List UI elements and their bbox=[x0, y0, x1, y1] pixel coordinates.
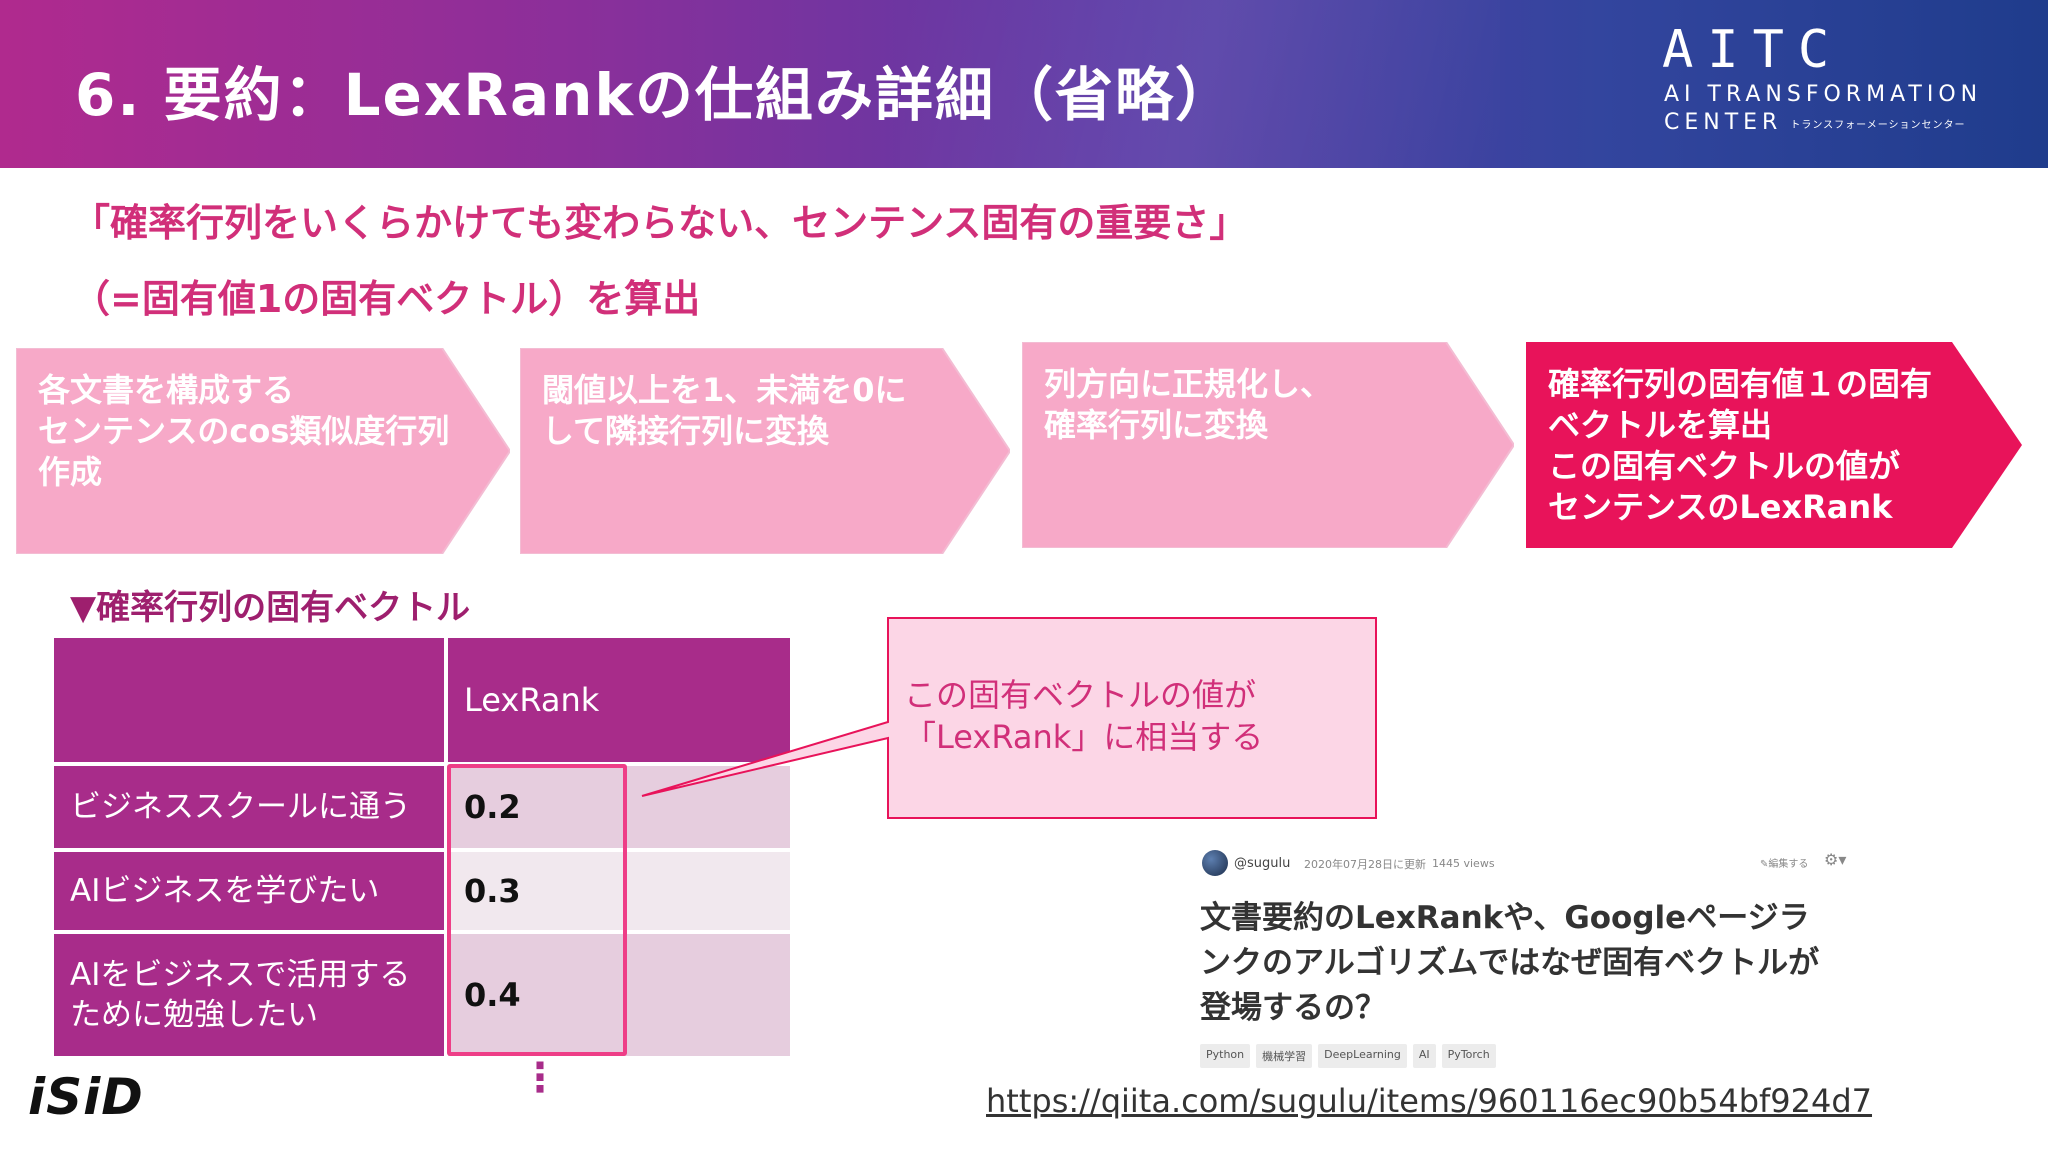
table-row-label: ビジネススクールに通う bbox=[54, 766, 444, 848]
article-url-link[interactable]: https://qiita.com/sugulu/items/960116ec9… bbox=[986, 1082, 1873, 1120]
table-header-lexrank: LexRank bbox=[448, 638, 790, 762]
edit-link[interactable]: ✎編集する bbox=[1760, 859, 1809, 870]
lexrank-highlight-box bbox=[447, 764, 627, 1056]
aitc-logo: AITC bbox=[1662, 20, 1844, 80]
process-step-text: 列方向に正規化し、 確率行列に変換 bbox=[1044, 365, 1333, 444]
article-tags: Python 機械学習 DeepLearning AI PyTorch bbox=[1200, 1044, 1496, 1068]
callout-line-1: この固有ベクトルの値が bbox=[904, 676, 1257, 714]
tag-python[interactable]: Python bbox=[1200, 1044, 1251, 1068]
headline-line-2: （=固有値1の固有ベクトル）を算出 bbox=[72, 277, 701, 321]
slide-header: 6. 要約：LexRankの仕組み詳細（省略） AITC AI TRANSFOR… bbox=[0, 0, 2048, 168]
process-step-4: 確率行列の固有値１の固有 ベクトルを算出 この固有ベクトルの値が センテンスのLexR… bbox=[1526, 342, 2022, 548]
gear-icon[interactable]: ⚙▾ bbox=[1824, 850, 1847, 869]
tag-ai[interactable]: AI bbox=[1412, 1044, 1436, 1068]
step-arrow-shape bbox=[1022, 342, 1514, 548]
table-header-empty bbox=[54, 638, 444, 762]
table-row-label: AIをビジネスで活用するために勉強したい bbox=[54, 934, 444, 1056]
aitc-logo-center: CENTER bbox=[1664, 110, 1783, 135]
tag-machine-learning[interactable]: 機械学習 bbox=[1256, 1044, 1313, 1068]
step-arrow-shape bbox=[520, 348, 1010, 554]
process-step-2: 閾値以上を1、未満を0に して隣接行列に変換 bbox=[520, 348, 1010, 554]
aitc-logo-subtitle-1: AI TRANSFORMATION bbox=[1664, 82, 1983, 107]
article-views: 1445 views bbox=[1432, 857, 1495, 870]
aitc-logo-subtitle-2: CENTER トランスフォーメーションセンター bbox=[1664, 110, 1966, 135]
table-row-value: 0.4 bbox=[448, 934, 790, 1056]
table-title: ▼確率行列の固有ベクトル bbox=[70, 588, 471, 628]
aitc-logo-small: トランスフォーメーションセンター bbox=[1790, 119, 1966, 131]
user-avatar bbox=[1202, 850, 1228, 876]
article-title[interactable]: 文書要約のLexRankや、Googleページランクのアルゴリズムではなぜ固有ベ… bbox=[1200, 900, 1820, 1026]
header-shine bbox=[900, 0, 1500, 168]
more-rows-indicator: ⋮ bbox=[520, 1055, 560, 1101]
isid-logo: iSiD bbox=[28, 1068, 144, 1126]
article-author[interactable]: @sugulu bbox=[1234, 856, 1291, 871]
slide-title: 6. 要約：LexRankの仕組み詳細（省略） bbox=[75, 61, 1235, 129]
table-row-value: 0.3 bbox=[448, 852, 790, 930]
tag-pytorch[interactable]: PyTorch bbox=[1441, 1044, 1496, 1068]
callout-line-2: 「LexRank」に相当する bbox=[904, 718, 1264, 756]
process-step-text: 各文書を構成する センテンスのcos類似度行列 作成 bbox=[38, 371, 450, 491]
article-date: 2020年07月28日に更新 bbox=[1304, 858, 1426, 871]
process-step-1: 各文書を構成する センテンスのcos類似度行列 作成 bbox=[16, 348, 510, 554]
qiita-article-card[interactable]: @sugulu 2020年07月28日に更新 1445 views ✎編集する … bbox=[1196, 848, 1856, 1074]
eigenvector-table: LexRank ビジネススクールに通う 0.2 AIビジネスを学びたい 0.3 … bbox=[54, 638, 790, 1056]
process-step-3: 列方向に正規化し、 確率行列に変換 bbox=[1022, 342, 1514, 548]
callout-text: この固有ベクトルの値が 「LexRank」に相当する bbox=[904, 674, 1263, 758]
step-arrow-shape bbox=[1526, 342, 2022, 548]
headline-line-1: 「確率行列をいくらかけても変わらない、センテンス固有の重要さ」 bbox=[72, 201, 1248, 245]
process-step-text: 確率行列の固有値１の固有 ベクトルを算出 この固有ベクトルの値が センテンスのLexR… bbox=[1548, 365, 1933, 526]
process-step-text: 閾値以上を1、未満を0に して隣接行列に変換 bbox=[542, 371, 907, 450]
table-row-label: AIビジネスを学びたい bbox=[54, 852, 444, 930]
tag-deeplearning[interactable]: DeepLearning bbox=[1318, 1044, 1407, 1068]
step-arrow-shape bbox=[16, 348, 510, 554]
